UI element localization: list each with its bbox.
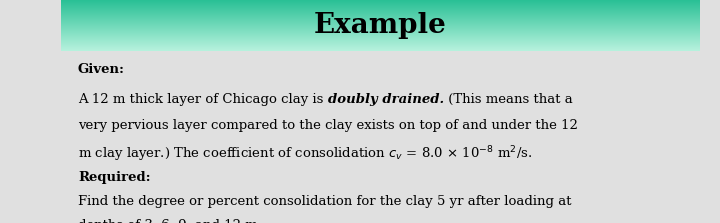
Text: m clay layer.) The coefficient of consolidation $c_v$ = 8.0 $\times$ 10$^{-8}$ m: m clay layer.) The coefficient of consol… [78,145,532,165]
Text: Required:: Required: [78,171,150,184]
Text: very pervious layer compared to the clay exists on top of and under the 12: very pervious layer compared to the clay… [78,119,577,132]
Text: Given:: Given: [78,63,125,76]
Text: Find the degree or percent consolidation for the clay 5 yr after loading at: Find the degree or percent consolidation… [78,195,572,208]
Text: (This means that a: (This means that a [444,93,572,105]
Text: doubly drained.: doubly drained. [328,93,444,105]
Text: A 12 m thick layer of Chicago clay is: A 12 m thick layer of Chicago clay is [78,93,328,105]
Text: Example: Example [314,12,447,39]
Text: depths of 3, 6, 9, and 12 m.: depths of 3, 6, 9, and 12 m. [78,219,262,223]
